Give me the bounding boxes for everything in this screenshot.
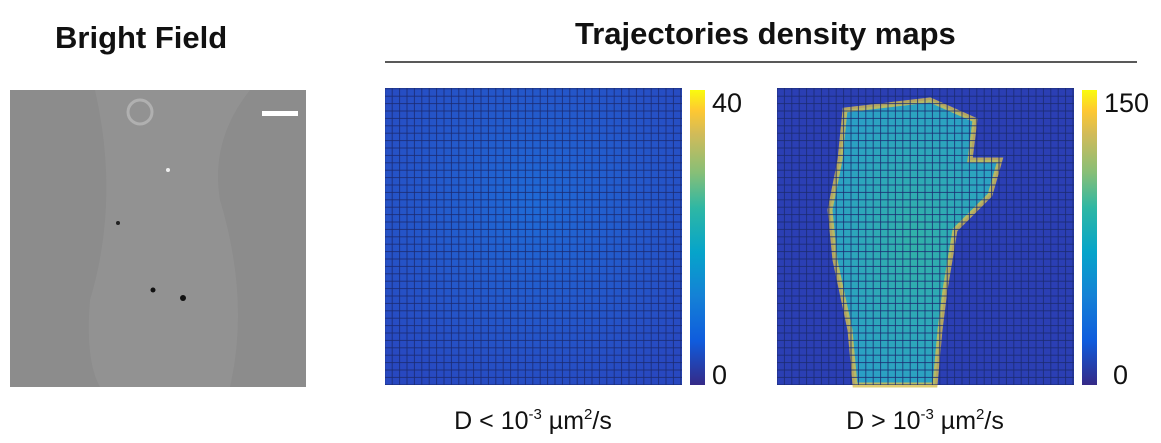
- caption-exponent: 2: [584, 406, 593, 423]
- colorbar: [690, 90, 705, 385]
- colorbar-max: 40: [712, 88, 743, 118]
- panel-title: Trajectories density maps: [575, 16, 956, 51]
- colorbar-max: 150: [1104, 88, 1150, 118]
- vesicle: [126, 98, 154, 126]
- colorbar-min: 0: [1113, 360, 1129, 390]
- cell-outline: [88, 90, 250, 387]
- map-caption: D > 10-3 µm2/s: [846, 406, 1004, 436]
- colorbar-min: 0: [712, 360, 728, 390]
- particle: [150, 287, 156, 293]
- caption-text: D > 10: [846, 407, 921, 435]
- panel-title: Bright Field: [55, 20, 228, 55]
- map-caption: D < 10-3 µm2/s: [454, 406, 612, 436]
- caption-text: µm: [541, 407, 585, 435]
- caption-exponent: -3: [528, 406, 542, 423]
- caption-text: D < 10: [454, 407, 529, 435]
- caption-text: µm: [933, 407, 977, 435]
- caption-text: /s: [984, 407, 1004, 435]
- particle: [166, 168, 170, 172]
- map-grid: [777, 88, 1074, 385]
- map-grid: [385, 88, 682, 385]
- colorbar: [1082, 90, 1097, 385]
- caption-exponent: 2: [976, 406, 985, 423]
- caption-exponent: -3: [920, 406, 934, 423]
- particle: [180, 295, 186, 301]
- particle: [116, 221, 120, 225]
- scale-bar: [262, 111, 298, 116]
- caption-text: /s: [592, 407, 612, 435]
